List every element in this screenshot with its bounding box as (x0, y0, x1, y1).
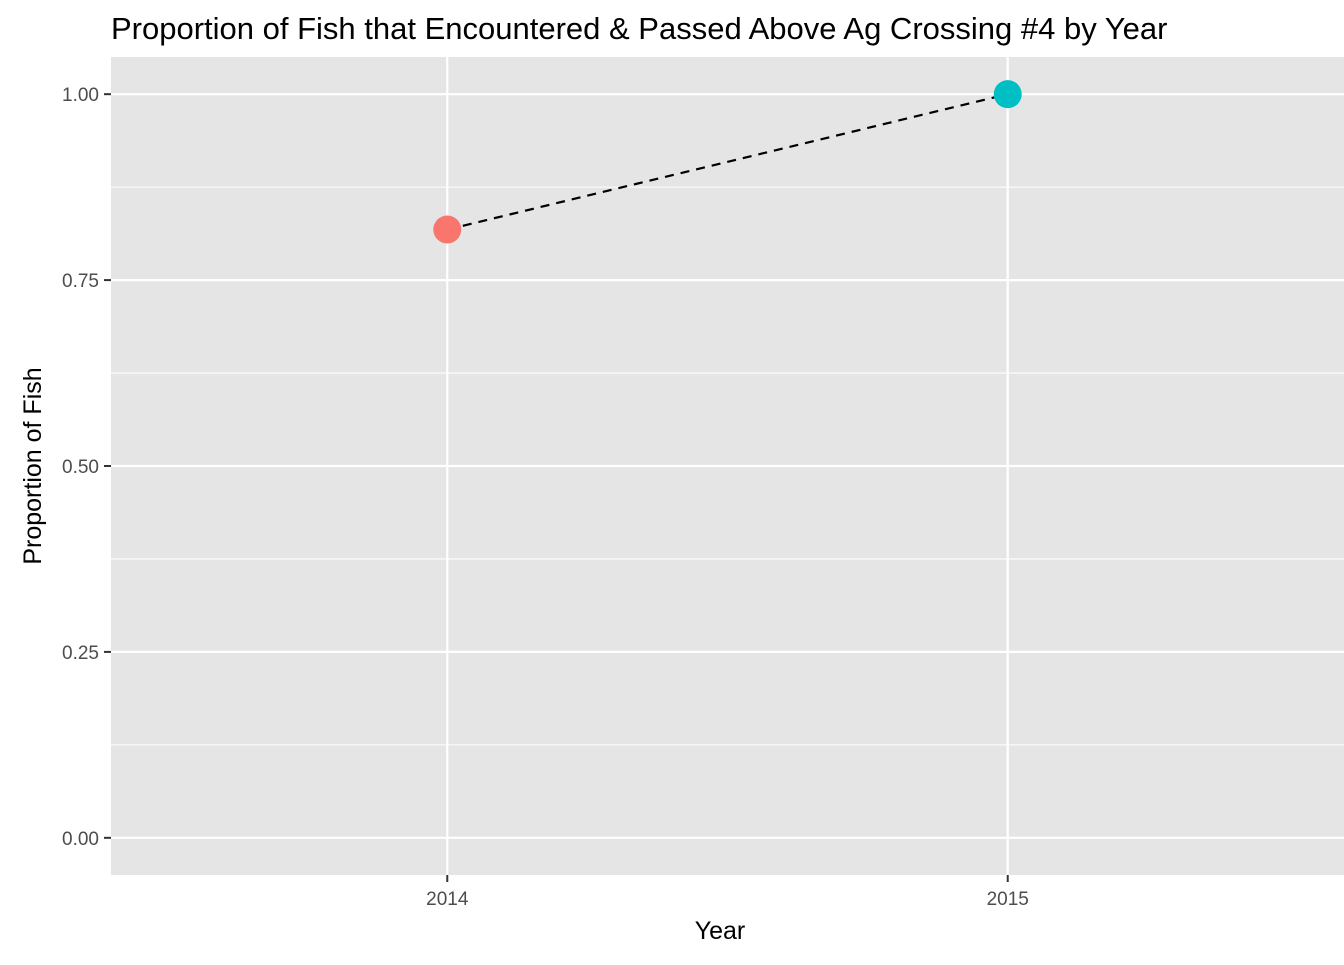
y-axis: 0.00 0.25 0.50 0.75 1.00 (62, 85, 111, 850)
connector-line (447, 93, 1008, 231)
x-axis-title: Year (695, 917, 746, 945)
data-point (993, 80, 1022, 109)
y-tick-label: 1.00 (62, 85, 99, 106)
y-tick-label: 0.50 (62, 457, 99, 478)
series-layer (433, 80, 1022, 244)
x-tick-label: 2014 (426, 889, 469, 910)
data-point (433, 215, 462, 244)
y-axis-title: Proportion of Fish (19, 367, 47, 564)
minor-gridlines (111, 186, 1344, 746)
major-gridlines (111, 57, 1344, 875)
x-tick-label: 2015 (987, 889, 1029, 910)
y-tick-label: 0.75 (62, 271, 99, 292)
y-tick-label: 0.25 (62, 643, 99, 664)
y-tick-label: 0.00 (62, 829, 99, 850)
chart-title: Proportion of Fish that Encountered & Pa… (111, 11, 1167, 46)
x-axis: 2014 2015 (426, 875, 1029, 910)
